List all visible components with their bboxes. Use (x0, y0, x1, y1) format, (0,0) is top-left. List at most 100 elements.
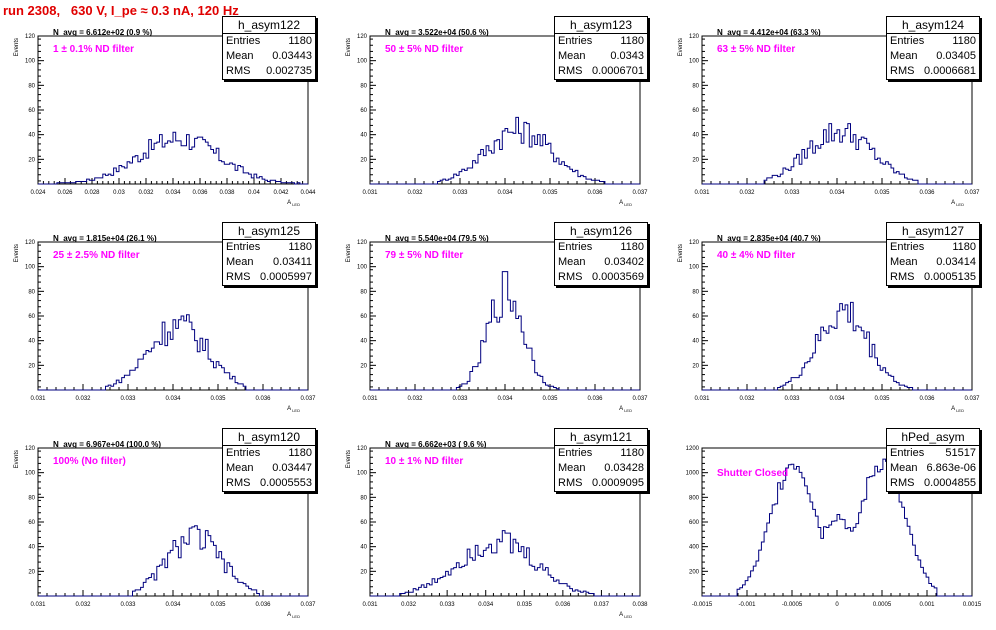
x-tick-label: 0.037 (632, 190, 648, 196)
y-tick-label: 120 (357, 446, 368, 452)
stats-label: RMS (890, 477, 915, 489)
y-tick-label: 20 (692, 363, 699, 369)
stats-box: h_asym121 Entries 1180 Mean 0.03428 RMS 0.0009… (554, 428, 648, 492)
histogram-line (702, 301, 972, 391)
filter-annotation: Shutter Closed (717, 468, 789, 479)
histogram-plot: 0.031 0.032 0.033 0.034 0.035 0.036 0.037 20 40 6… (14, 240, 316, 413)
stats-label: RMS (890, 271, 915, 283)
x-tick-label: 0.031 (362, 602, 378, 608)
x-tick-label: 0.001 (919, 602, 935, 608)
y-tick-label: 60 (360, 314, 367, 320)
y-axis-title: Events (678, 244, 684, 262)
stats-value: 0.03402 (604, 256, 644, 268)
stats-value: 0.03405 (936, 50, 976, 62)
stats-label: Entries (558, 35, 593, 47)
stats-row-mean: Mean 0.0343 (555, 49, 647, 64)
histogram-line (702, 123, 972, 185)
x-tick-label: 0.032 (739, 190, 755, 196)
stats-row-entries: Entries 1180 (223, 446, 315, 461)
x-tick-label: 0.032 (75, 396, 91, 402)
x-tick-label: 0.037 (300, 396, 316, 402)
x-tick-label: 0.031 (30, 396, 46, 402)
y-tick-label: 120 (689, 34, 700, 40)
y-axis-title: Events (346, 38, 352, 56)
y-tick-label: 40 (28, 133, 35, 139)
histogram-plot: -0.0015 -0.001 -0.0005 0 0.0005 0.001 0.0015 20… (686, 446, 982, 608)
y-axis-title: Events (14, 38, 20, 56)
y-tick-label: 40 (360, 339, 367, 345)
y-tick-label: 80 (360, 495, 367, 501)
x-tick-label: 0.036 (587, 190, 603, 196)
navg-label: N_avg = 2.835e+04 (40.7 %) (717, 234, 821, 243)
stats-box: h_asym120 Entries 1180 Mean 0.03447 RMS 0.0005… (222, 428, 316, 492)
y-tick-label: 100 (25, 471, 36, 477)
stats-value: 51517 (945, 447, 976, 459)
x-tick-label: 0.037 (300, 602, 316, 608)
x-tick-label: 0.036 (255, 396, 271, 402)
navg-label: N_avg = 3.522e+04 (50.6 %) (385, 28, 489, 37)
filter-annotation: 10 ± 1% ND filter (385, 456, 464, 467)
y-tick-label: 80 (360, 289, 367, 295)
stats-title: h_asym127 (887, 223, 979, 240)
histogram-line (370, 116, 640, 185)
x-tick-label: 0.032 (75, 602, 91, 608)
stats-label: Entries (558, 241, 593, 253)
stats-value: 0.0009095 (592, 477, 644, 489)
y-tick-label: 20 (692, 157, 699, 163)
x-tick-label: 0.033 (120, 396, 136, 402)
x-axis-title: A LED (287, 200, 300, 207)
stats-value: 0.0006681 (924, 65, 976, 77)
stats-row-mean: Mean 0.03428 (555, 461, 647, 476)
stats-row-rms: RMS 0.0004855 (887, 476, 979, 491)
histogram-pad: 0.024 0.026 0.028 0.03 0.032 0.034 0.036 0.038 0… (0, 12, 332, 218)
x-tick-label: 0.035 (517, 602, 533, 608)
y-tick-label: 60 (360, 108, 367, 114)
y-tick-label: 100 (689, 59, 700, 65)
y-tick-label: 60 (692, 314, 699, 320)
stats-row-entries: Entries 1180 (887, 240, 979, 255)
stats-title: h_asym120 (223, 429, 315, 446)
histogram-pad: 0.031 0.032 0.033 0.034 0.035 0.036 0.037 20 40 6… (0, 424, 332, 630)
stats-label: Entries (890, 447, 925, 459)
y-tick-label: 120 (689, 240, 700, 246)
stats-title: h_asym125 (223, 223, 315, 240)
stats-value: 0.0004855 (924, 477, 976, 489)
y-tick-label: 80 (28, 289, 35, 295)
y-tick-label: 60 (28, 520, 35, 526)
y-tick-label: 800 (689, 495, 700, 501)
x-tick-label: 0.034 (497, 396, 513, 402)
y-tick-label: 40 (28, 339, 35, 345)
y-tick-label: 1200 (686, 446, 700, 452)
stats-value: 0.002735 (266, 65, 312, 77)
x-tick-label: 0.028 (84, 190, 100, 196)
stats-box: hPed_asym Entries 51517 Mean 6.863e-06 RMS 0.0… (886, 428, 980, 492)
stats-value: 0.03428 (604, 462, 644, 474)
filter-annotation: 40 ± 4% ND filter (717, 250, 796, 261)
filter-annotation: 1 ± 0.1% ND filter (53, 44, 135, 55)
histogram-plot: 0.031 0.032 0.033 0.034 0.035 0.036 0.037 20 40 6… (678, 34, 980, 207)
y-axis-title: Events (14, 244, 20, 262)
x-tick-label: 0.034 (497, 190, 513, 196)
stats-row-mean: Mean 0.03443 (223, 49, 315, 64)
histogram-line (38, 525, 308, 597)
stats-row-rms: RMS 0.0006681 (887, 64, 979, 79)
stats-row-rms: RMS 0.0006701 (555, 64, 647, 79)
x-tick-label: 0.034 (478, 602, 494, 608)
stats-value: 0.0005135 (924, 271, 976, 283)
stats-box: h_asym124 Entries 1180 Mean 0.03405 RMS 0.0006… (886, 16, 980, 80)
stats-label: RMS (558, 271, 583, 283)
histogram-pad: -0.0015 -0.001 -0.0005 0 0.0005 0.001 0.0015 20… (664, 424, 996, 630)
x-tick-label: 0.031 (694, 190, 710, 196)
x-tick-label: 0.034 (829, 190, 845, 196)
stats-row-entries: Entries 1180 (555, 34, 647, 49)
histogram-line (38, 314, 308, 391)
histogram-plot: 0.031 0.032 0.033 0.034 0.035 0.036 0.037 20 40 6… (14, 446, 316, 619)
y-tick-label: 100 (357, 265, 368, 271)
stats-row-entries: Entries 1180 (555, 446, 647, 461)
y-tick-label: 80 (692, 83, 699, 89)
y-tick-label: 80 (28, 83, 35, 89)
stats-value: 0.03447 (272, 462, 312, 474)
filter-annotation: 50 ± 5% ND filter (385, 44, 464, 55)
y-axis-title: Events (346, 450, 352, 468)
x-tick-label: 0.044 (300, 190, 316, 196)
